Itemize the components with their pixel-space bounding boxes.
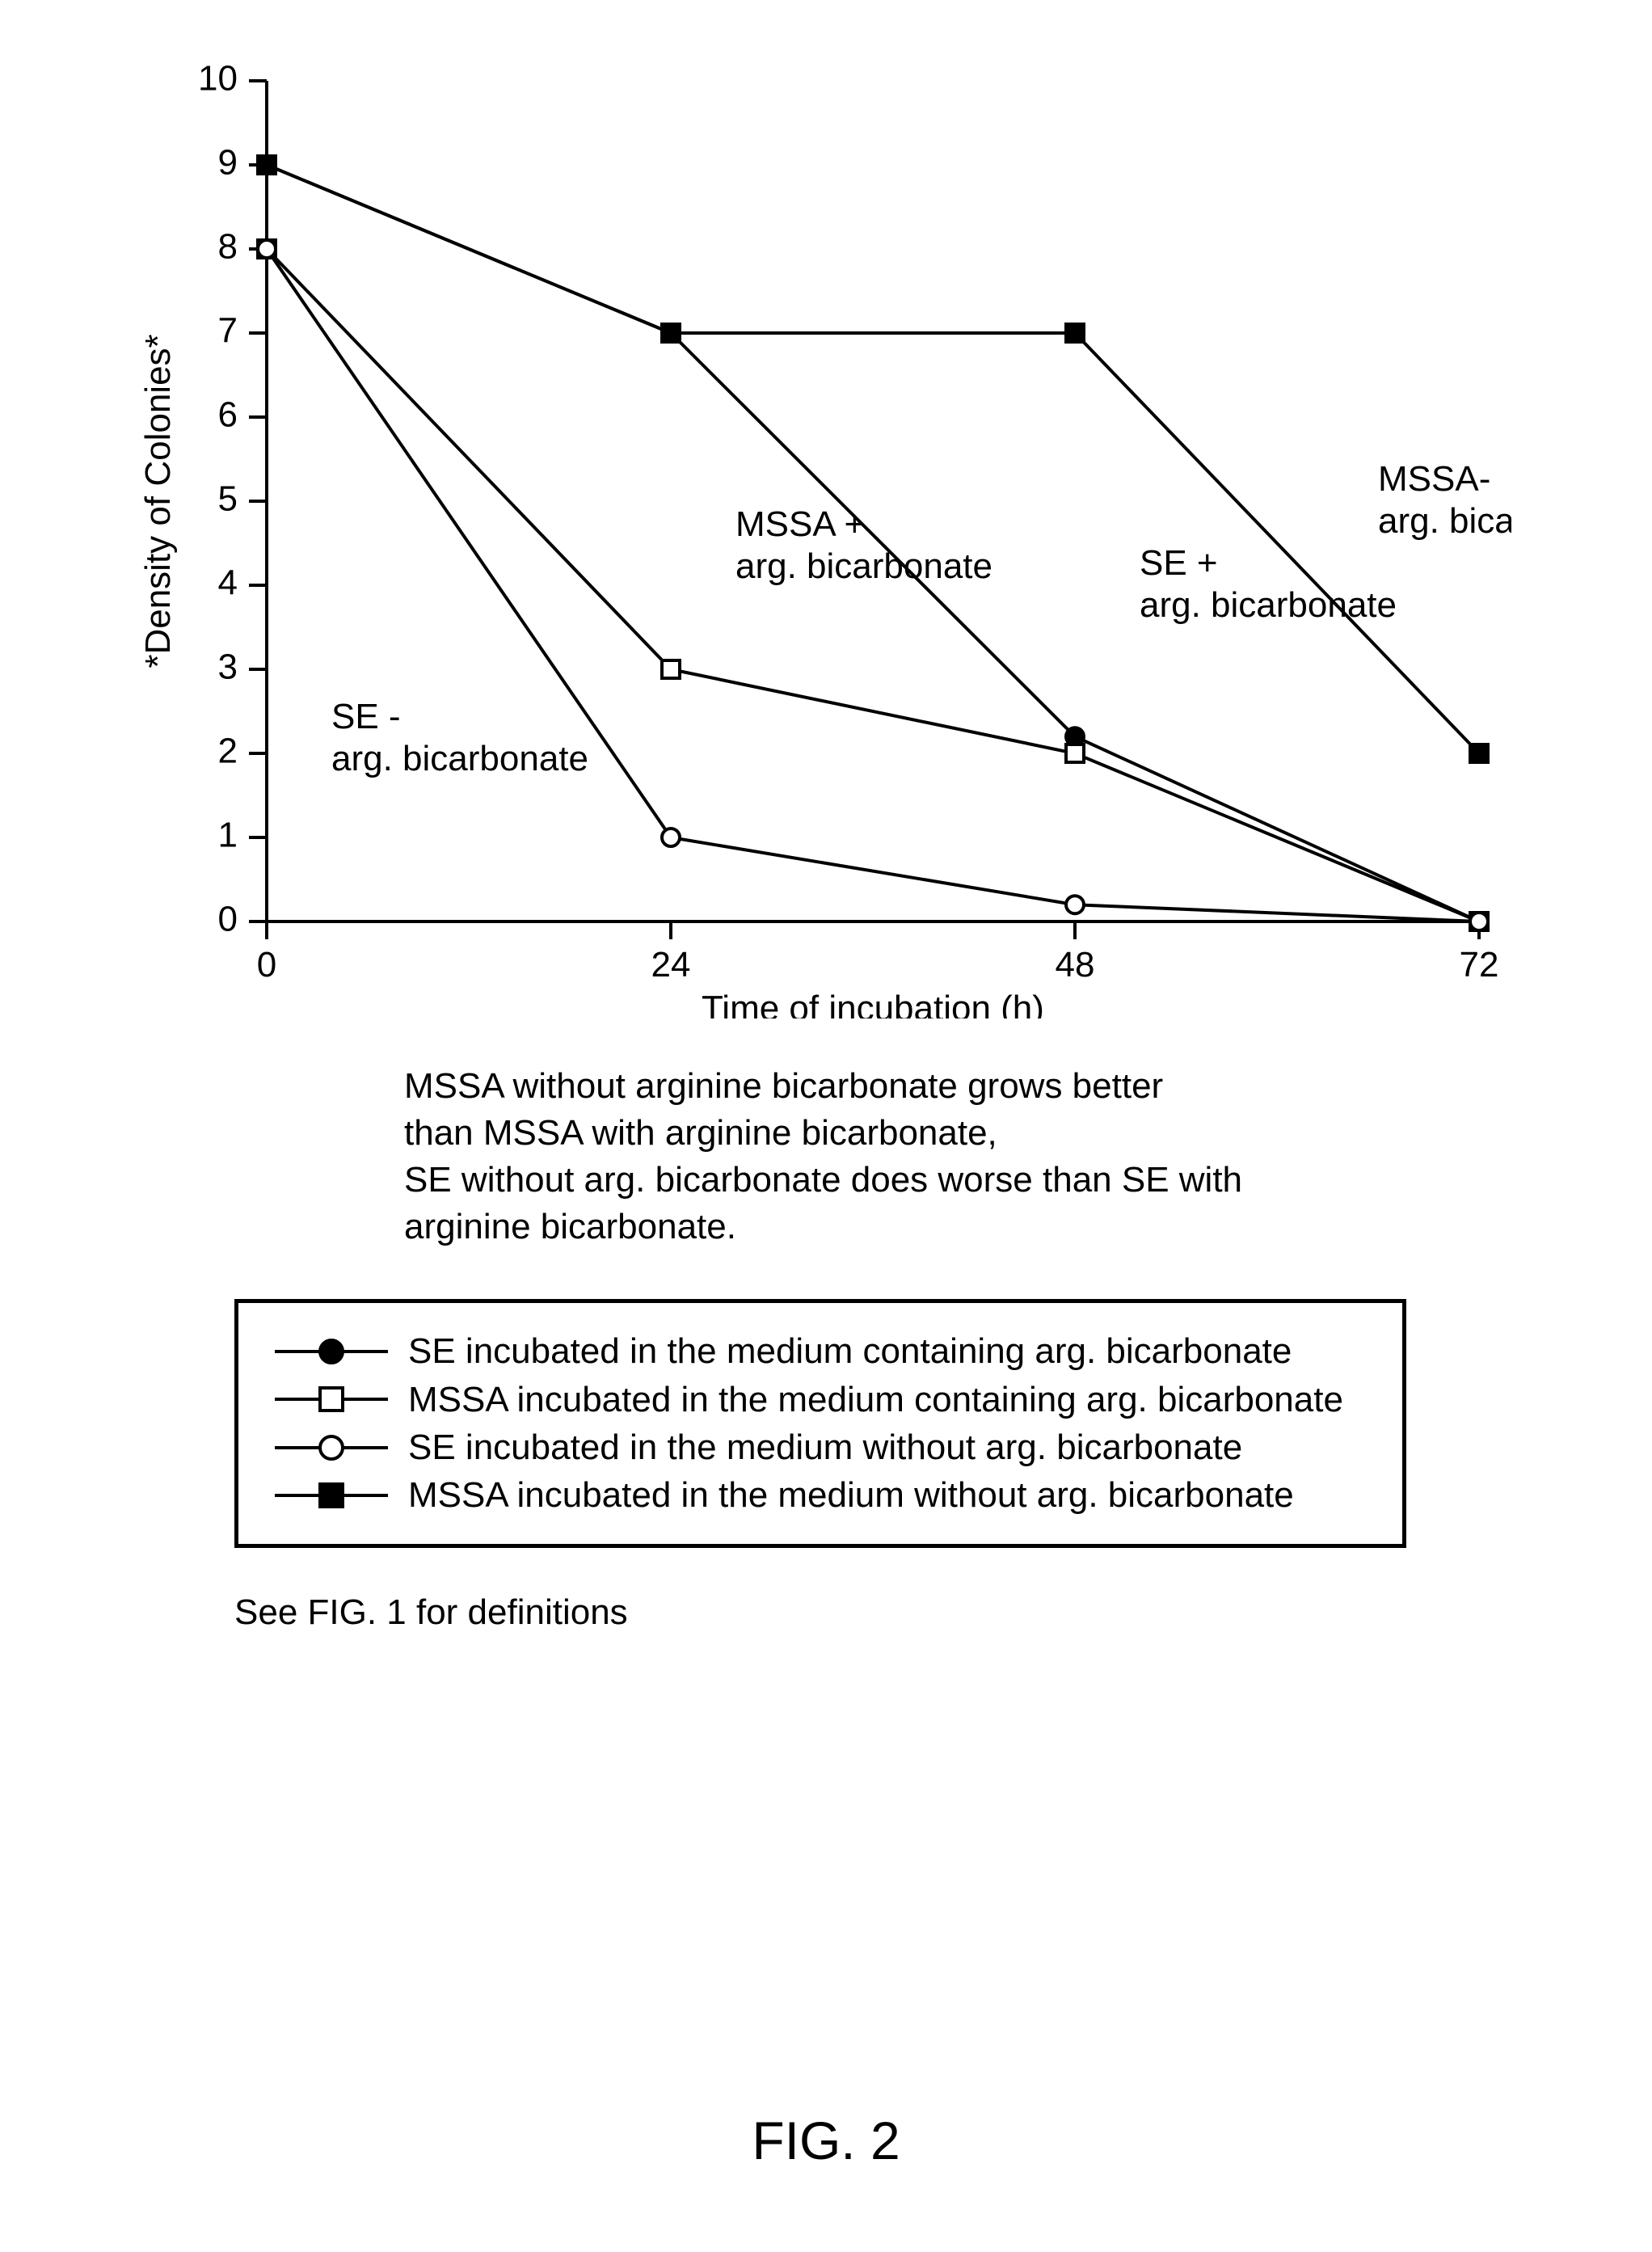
- caption-line: arginine bicarbonate.: [404, 1204, 1374, 1250]
- svg-text:4: 4: [218, 563, 238, 603]
- svg-text:SE -: SE -: [331, 697, 401, 736]
- legend-item: SE incubated in the medium without arg. …: [271, 1423, 1370, 1471]
- legend-label: MSSA incubated in the medium without arg…: [408, 1471, 1294, 1519]
- caption-line: SE without arg. bicarbonate does worse t…: [404, 1157, 1374, 1204]
- svg-text:2: 2: [218, 732, 238, 771]
- chart-container: 0 1 2 3 4 5 6 7 8 9 10 0 24 48 72 Time of incubation (h…: [137, 65, 1511, 1018]
- svg-text:9: 9: [218, 143, 238, 183]
- svg-text:3: 3: [218, 647, 238, 687]
- page: 0 1 2 3 4 5 6 7 8 9 10 0 24 48 72 Time of incubation (h…: [0, 0, 1652, 2252]
- svg-text:8: 8: [218, 227, 238, 267]
- legend-label: SE incubated in the medium without arg. …: [408, 1423, 1242, 1471]
- caption-line: MSSA without arginine bicarbonate grows …: [404, 1063, 1374, 1110]
- svg-text:arg. bicarbonate: arg. bicarbonate: [1378, 501, 1511, 541]
- legend-label: MSSA incubated in the medium containing …: [408, 1376, 1343, 1423]
- legend: SE incubated in the medium containing ar…: [234, 1299, 1406, 1548]
- svg-text:6: 6: [218, 395, 238, 435]
- svg-text:0: 0: [257, 945, 276, 985]
- legend-marker: [271, 1331, 392, 1372]
- svg-text:SE +: SE +: [1140, 543, 1218, 583]
- svg-text:1: 1: [218, 816, 238, 855]
- svg-text:MSSA +: MSSA +: [735, 504, 865, 544]
- legend-item: MSSA incubated in the medium containing …: [271, 1376, 1370, 1423]
- legend-label: SE incubated in the medium containing ar…: [408, 1327, 1292, 1375]
- svg-text:72: 72: [1460, 945, 1499, 985]
- caption: MSSA without arginine bicarbonate grows …: [404, 1063, 1374, 1250]
- svg-text:*Density of Colonies*: *Density of Colonies*: [138, 334, 178, 668]
- svg-text:MSSA-: MSSA-: [1378, 459, 1490, 499]
- svg-text:48: 48: [1056, 945, 1095, 985]
- svg-text:10: 10: [198, 65, 238, 99]
- legend-item: MSSA incubated in the medium without arg…: [271, 1471, 1370, 1519]
- line-chart: 0 1 2 3 4 5 6 7 8 9 10 0 24 48 72 Time of incubation (h…: [137, 65, 1511, 1018]
- svg-text:5: 5: [218, 479, 238, 519]
- caption-line: than MSSA with arginine bicarbonate,: [404, 1110, 1374, 1157]
- figure-label: FIG. 2: [0, 2110, 1652, 2171]
- svg-text:arg. bicarbonate: arg. bicarbonate: [331, 739, 588, 778]
- svg-text:0: 0: [218, 900, 238, 939]
- svg-text:arg. bicarbonate: arg. bicarbonate: [735, 546, 992, 586]
- svg-text:Time of incubation (h): Time of incubation (h): [702, 989, 1044, 1018]
- legend-marker: [271, 1475, 392, 1516]
- legend-marker: [271, 1379, 392, 1419]
- legend-marker: [271, 1428, 392, 1468]
- svg-text:24: 24: [651, 945, 691, 985]
- svg-text:7: 7: [218, 311, 238, 351]
- footnote: See FIG. 1 for definitions: [234, 1592, 1539, 1633]
- svg-text:arg. bicarbonate: arg. bicarbonate: [1140, 585, 1397, 625]
- legend-item: SE incubated in the medium containing ar…: [271, 1327, 1370, 1375]
